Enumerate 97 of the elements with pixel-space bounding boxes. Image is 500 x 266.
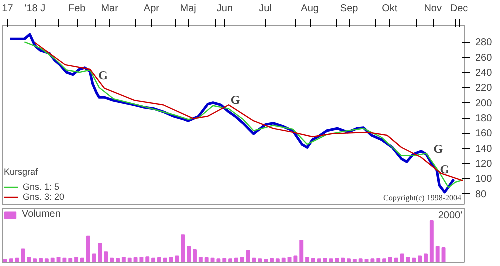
legend-title: Kursgraf <box>4 167 40 177</box>
y-tick-label: 260 <box>476 52 493 64</box>
bar <box>44 258 49 262</box>
bar <box>222 258 227 262</box>
x-tick-label: Feb <box>68 4 86 14</box>
bar <box>400 254 404 262</box>
bar <box>388 257 392 262</box>
bar <box>430 220 434 262</box>
bar <box>80 258 84 262</box>
y-tick-label: 200 <box>476 98 493 110</box>
x-tick-label: Nov <box>424 4 442 14</box>
bar <box>264 259 268 262</box>
y-tick-label: 100 <box>476 174 493 186</box>
bar <box>152 258 156 262</box>
bar <box>317 258 322 262</box>
bar <box>3 259 8 262</box>
bar <box>15 258 20 262</box>
bar <box>228 258 233 262</box>
bar <box>394 258 398 262</box>
bar <box>276 258 280 262</box>
bar <box>92 254 96 262</box>
bar <box>258 258 262 262</box>
bar <box>282 258 286 262</box>
annotation: 2000' <box>438 210 463 222</box>
x-tick-label: '18 J <box>24 4 46 14</box>
bar <box>50 258 55 262</box>
x-tick-label: Dec <box>450 4 468 14</box>
bar <box>376 258 381 262</box>
bar <box>104 252 108 262</box>
bar <box>270 258 274 262</box>
y-tick-label: 140 <box>476 144 493 155</box>
bar <box>157 257 162 262</box>
bar <box>68 258 73 262</box>
bar <box>128 258 132 262</box>
bar <box>306 257 310 262</box>
bar <box>146 256 150 262</box>
bar <box>181 234 186 262</box>
x-tick-label: Jun <box>216 4 234 14</box>
annotation: G <box>434 142 444 156</box>
x-tick-label: Maj <box>180 4 196 14</box>
bar <box>110 258 114 262</box>
bar <box>169 257 174 262</box>
bar <box>21 248 26 262</box>
annotation: G <box>440 162 450 177</box>
bar <box>352 259 357 262</box>
bar <box>329 258 334 262</box>
bar <box>436 246 440 262</box>
bar <box>323 258 328 262</box>
y-tick-label: 240 <box>476 68 493 80</box>
bar <box>234 258 238 262</box>
bar <box>311 258 316 262</box>
bar <box>347 258 351 262</box>
bar <box>424 254 428 262</box>
bar <box>442 247 446 262</box>
x-tick-label: Jul <box>259 4 272 14</box>
bar <box>418 256 422 262</box>
bar <box>193 250 197 262</box>
bar <box>252 258 256 262</box>
bar <box>382 258 387 262</box>
bar <box>240 257 244 262</box>
bar <box>27 257 32 262</box>
bar <box>74 257 79 262</box>
y-tick-label: 220 <box>476 83 493 94</box>
bar <box>122 257 126 262</box>
bar <box>358 258 363 262</box>
y-tick-label: 280 <box>476 38 493 49</box>
bar <box>300 240 304 262</box>
y-tick-label: 160 <box>476 128 493 140</box>
bar <box>9 258 14 262</box>
bar <box>204 257 209 262</box>
x-tick-label: Mar <box>101 4 120 14</box>
bar <box>198 257 203 262</box>
bar <box>86 236 90 262</box>
annotation: G <box>98 68 108 83</box>
x-tick-label: Okt <box>382 4 398 14</box>
y-tick-label: 80 <box>476 189 488 200</box>
legend-label: Gns. 1: 5 <box>23 182 60 192</box>
bar <box>187 246 192 262</box>
x-tick-label: Apr <box>144 4 160 14</box>
x-tick-label: Sep <box>340 4 359 14</box>
x-tick-label: Aug <box>301 4 319 14</box>
y-tick-label: 180 <box>476 114 493 125</box>
bar <box>163 258 168 262</box>
annotation: G <box>230 92 240 107</box>
bar <box>33 258 38 262</box>
legend-label: Volumen <box>22 209 61 220</box>
bar <box>116 258 120 262</box>
bar <box>412 258 416 262</box>
x-tick-label: 17 <box>2 4 14 14</box>
y-tick-label: 120 <box>476 159 493 170</box>
bar <box>39 258 43 262</box>
bar <box>246 250 250 262</box>
bar <box>335 258 340 262</box>
annotation: Copyright(c) 1998-2004 <box>384 194 462 202</box>
bar <box>341 258 346 262</box>
bar <box>406 257 410 262</box>
legend-label: Gns. 3: 20 <box>23 192 65 202</box>
